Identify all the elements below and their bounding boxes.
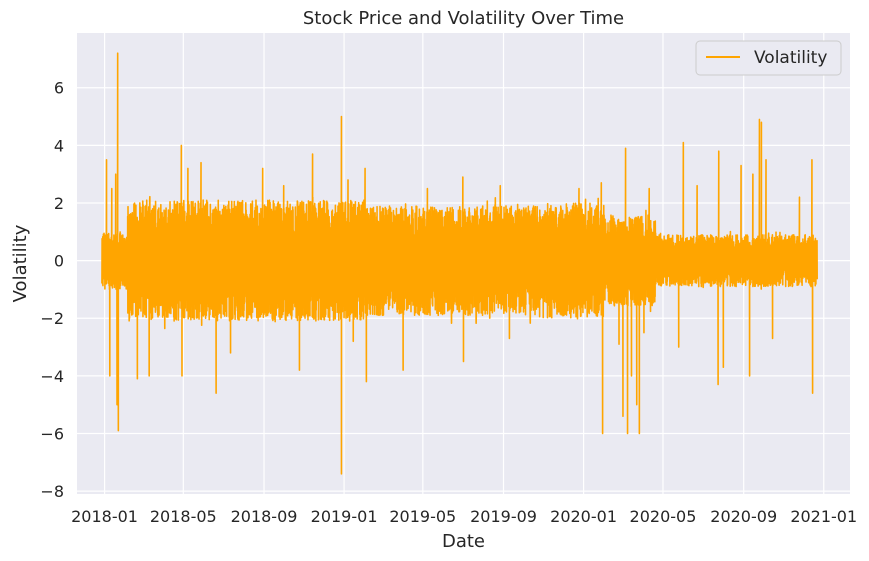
legend: Volatility bbox=[695, 40, 842, 76]
y-tick-label: 2 bbox=[54, 194, 64, 213]
y-tick-label: −8 bbox=[40, 482, 64, 501]
y-tick-label: 6 bbox=[54, 79, 64, 98]
x-tick-label: 2018-05 bbox=[150, 507, 217, 526]
x-tick-label: 2018-09 bbox=[231, 507, 298, 526]
x-tick-label: 2020-05 bbox=[630, 507, 697, 526]
legend-box bbox=[695, 40, 842, 76]
x-tick-label: 2019-05 bbox=[389, 507, 456, 526]
y-tick-labels: −8 −6 −4 −2 0 2 4 6 bbox=[40, 79, 64, 501]
chart-title: Stock Price and Volatility Over Time bbox=[303, 8, 624, 29]
x-tick-labels: 2018-01 2018-05 2018-09 2019-01 2019-05 2019-… bbox=[71, 507, 857, 526]
x-axis-label: Date bbox=[442, 531, 485, 552]
x-tick-label: 2019-09 bbox=[470, 507, 537, 526]
legend-entry-volatility: Volatility bbox=[754, 48, 827, 68]
y-axis-label: Volatility bbox=[10, 224, 31, 302]
x-tick-label: 2019-01 bbox=[311, 507, 378, 526]
x-tick-label: 2020-09 bbox=[710, 507, 777, 526]
series-line-volatility bbox=[101, 52, 818, 475]
y-tick-label: −6 bbox=[40, 424, 64, 443]
y-tick-label: 4 bbox=[54, 136, 64, 155]
x-tick-label: 2020-01 bbox=[550, 507, 617, 526]
x-tick-label: 2021-01 bbox=[790, 507, 857, 526]
y-tick-label: −4 bbox=[40, 367, 64, 386]
y-tick-label: −2 bbox=[40, 309, 64, 328]
x-tick-label: 2018-01 bbox=[71, 507, 138, 526]
y-tick-label: 0 bbox=[54, 252, 64, 271]
